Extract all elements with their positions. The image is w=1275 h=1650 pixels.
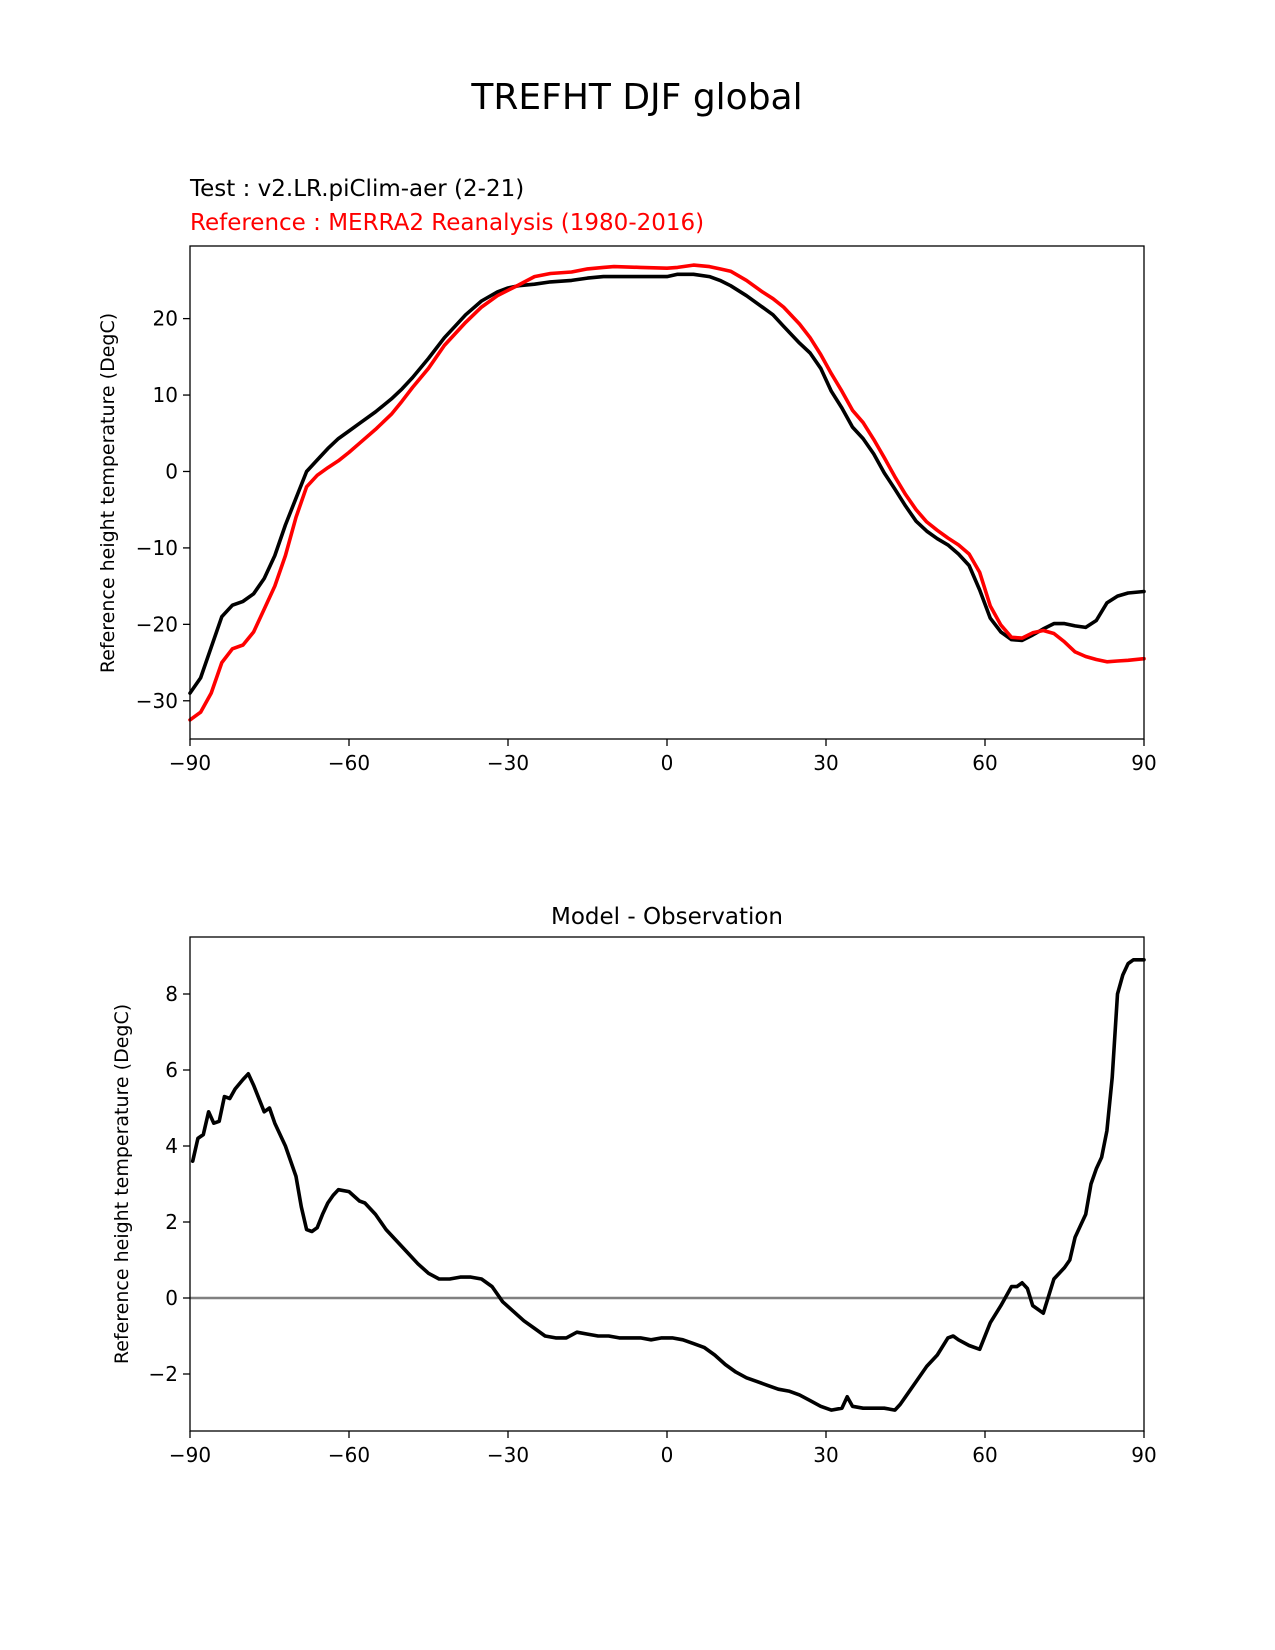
top-y-tick-label: 10: [153, 383, 178, 407]
bottom-series-group: [190, 957, 1146, 1412]
top-y-tick-label: 20: [153, 307, 178, 331]
top-x-tick-label: −90: [169, 751, 211, 775]
top-y-tick-label: 0: [165, 459, 178, 483]
reference-label: Reference : MERRA2 Reanalysis (1980-2016…: [190, 210, 704, 236]
top-series-line-1: [188, 263, 1146, 722]
bottom-x-tick-label: 90: [1131, 1443, 1156, 1467]
bottom-y-tick-label: 8: [165, 982, 178, 1006]
top-x-tick-label: −60: [328, 751, 370, 775]
top-axes: −90 −60 −30 0 30 60 90 −30 −20 −10 0 10 20: [136, 307, 1157, 775]
top-x-tick-label: 90: [1131, 751, 1156, 775]
bottom-x-tick-label: −30: [487, 1443, 529, 1467]
top-x-tick-label: 0: [661, 751, 674, 775]
bottom-y-tick-label: 6: [165, 1058, 178, 1082]
bottom-x-tick-label: −90: [169, 1443, 211, 1467]
bottom-y-axis-label: Reference height temperature (DegC): [111, 1004, 133, 1364]
top-y-tick-label: −10: [136, 536, 178, 560]
bottom-x-tick-label: −60: [328, 1443, 370, 1467]
top-series-group: [188, 263, 1146, 722]
bottom-y-tick-label: 2: [165, 1210, 178, 1234]
top-y-tick-label: −20: [136, 612, 178, 636]
top-y-axis-label: Reference height temperature (DegC): [97, 313, 119, 673]
bottom-x-tick-label: 60: [972, 1443, 997, 1467]
top-x-tick-label: 60: [972, 751, 997, 775]
top-series-line-0: [188, 272, 1146, 695]
bottom-series-line-0: [190, 957, 1146, 1412]
top-x-tick-label: 30: [813, 751, 838, 775]
test-label: Test : v2.LR.piClim-aer (2-21): [189, 176, 524, 202]
top-plot-frame: [189, 245, 1145, 740]
difference-chart-title: Model - Observation: [551, 904, 783, 930]
bottom-y-tick-label: 4: [165, 1134, 178, 1158]
figure-title: TREFHT DJF global: [470, 77, 802, 118]
bottom-y-tick-label: −2: [149, 1362, 178, 1386]
bottom-x-tick-label: 0: [661, 1443, 674, 1467]
bottom-x-tick-label: 30: [813, 1443, 838, 1467]
top-chart: Test : v2.LR.piClim-aer (2-21) Reference…: [97, 176, 1157, 775]
top-x-tick-label: −30: [487, 751, 529, 775]
bottom-y-tick-label: 0: [165, 1286, 178, 1310]
difference-chart: Model - Observation Reference height tem…: [111, 904, 1157, 1467]
bottom-axes: −90 −60 −30 0 30 60 90 −2 0 2 4 6 8: [149, 982, 1157, 1467]
bottom-plot-frame: [189, 936, 1145, 1432]
top-y-tick-label: −30: [136, 689, 178, 713]
